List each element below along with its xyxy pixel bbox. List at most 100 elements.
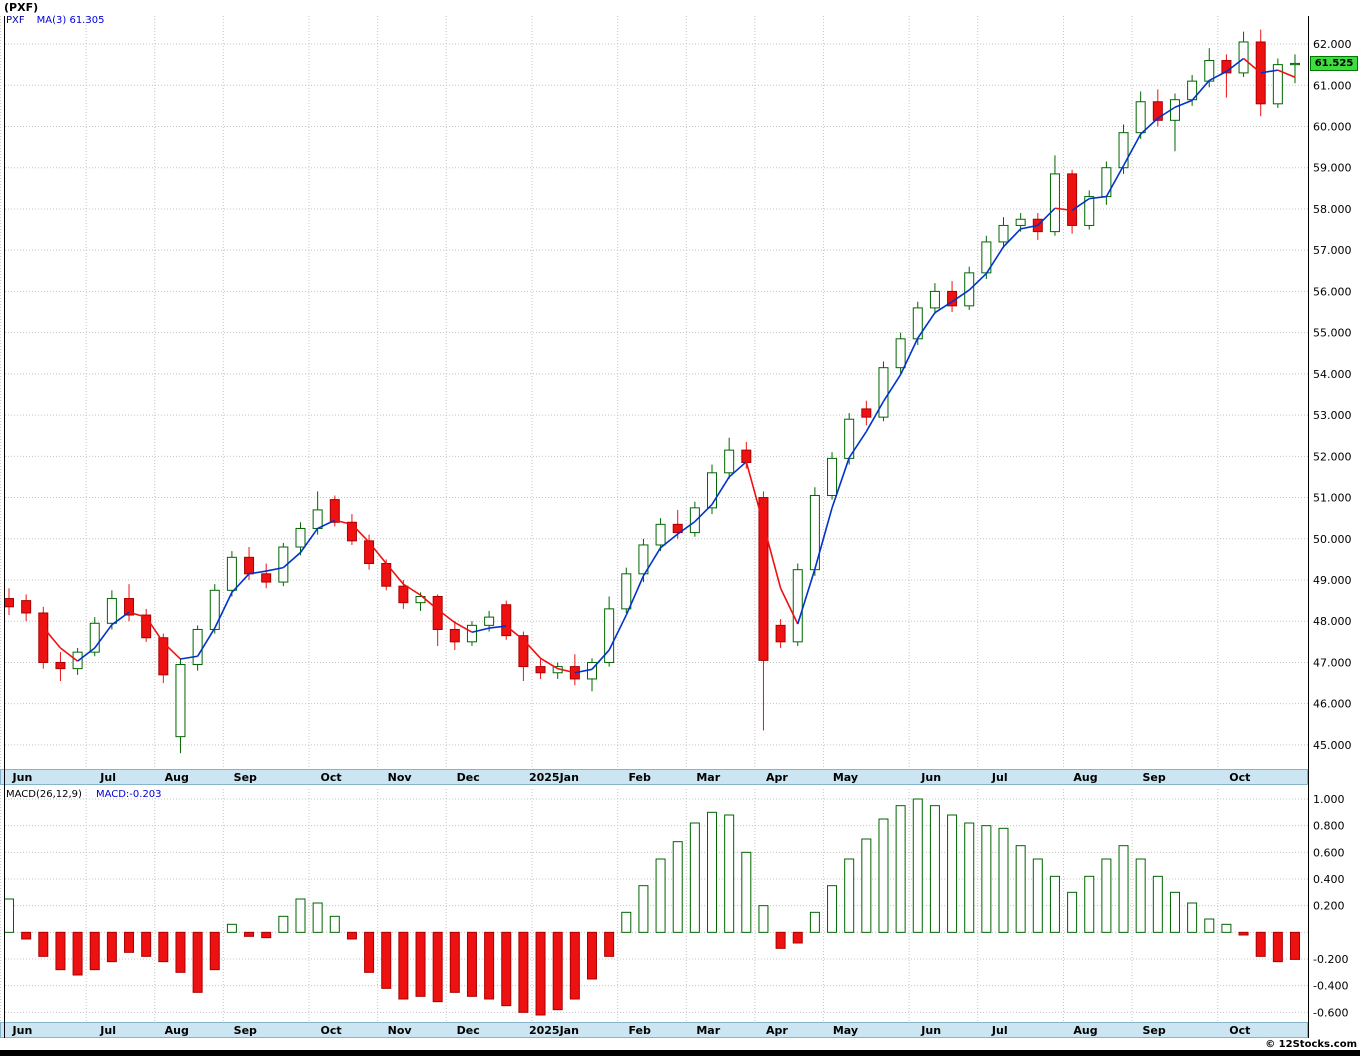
x-axis-band	[0, 769, 1308, 785]
candle-body	[484, 616, 495, 626]
svg-text:48.000: 48.000	[1313, 615, 1352, 628]
macd-bar	[827, 885, 838, 933]
candle-body	[244, 556, 255, 575]
macd-bar	[124, 931, 135, 953]
macd-bar	[278, 915, 289, 933]
svg-text:0.600: 0.600	[1313, 846, 1345, 859]
candle-body	[346, 521, 357, 542]
svg-text:-0.200: -0.200	[1313, 953, 1348, 966]
macd-bar	[1152, 875, 1163, 933]
macd-bar	[244, 931, 255, 937]
svg-text:-0.600: -0.600	[1313, 1006, 1348, 1019]
candle-body	[895, 338, 906, 369]
candle-body	[792, 569, 803, 643]
svg-text:Mar: Mar	[696, 1024, 720, 1037]
macd-bar	[1204, 918, 1215, 933]
svg-text:Feb: Feb	[628, 771, 651, 784]
svg-text:Apr: Apr	[766, 771, 788, 784]
candle-body	[604, 608, 615, 663]
macd-bar	[1032, 858, 1043, 933]
x-axis-labels: Jun Jun Jul Jul Aug Aug Sep Sep Oct Oct Nov Nov Dec D…	[12, 771, 1251, 1037]
last-price-badge: 61.525	[1310, 56, 1358, 71]
candle-body	[55, 661, 66, 670]
svg-text:Sep: Sep	[234, 1024, 257, 1037]
macd-bar	[364, 931, 375, 973]
svg-text:Jun: Jun	[920, 771, 941, 784]
svg-text:Mar: Mar	[696, 771, 720, 784]
svg-text:Sep: Sep	[1142, 771, 1165, 784]
x-axis-band	[0, 1022, 1308, 1038]
macd-bar	[415, 931, 426, 997]
svg-text:59.000: 59.000	[1313, 162, 1352, 175]
candle-body	[364, 540, 375, 565]
macd-bar	[586, 931, 597, 980]
svg-text:Sep: Sep	[1142, 1024, 1165, 1037]
macd-bar	[621, 911, 632, 933]
svg-text:58.000: 58.000	[1313, 203, 1352, 216]
svg-text:Feb: Feb	[628, 1024, 651, 1037]
candle-body	[929, 290, 940, 309]
candle-body	[329, 499, 340, 523]
svg-text:May: May	[833, 1024, 858, 1037]
macd-bar	[981, 825, 992, 933]
svg-text:47.000: 47.000	[1313, 656, 1352, 669]
svg-text:56.000: 56.000	[1313, 285, 1352, 298]
svg-text:0.800: 0.800	[1313, 820, 1345, 833]
macd-bar	[106, 931, 117, 963]
macd-bar	[226, 923, 237, 933]
macd-bar	[741, 851, 752, 933]
ma-legend-label: MA(3) 61.305	[36, 15, 105, 26]
svg-text:Jul: Jul	[99, 771, 116, 784]
svg-text:Oct: Oct	[320, 1024, 341, 1037]
svg-text:2025Jan: 2025Jan	[529, 771, 579, 784]
symbol-label: PXF	[6, 15, 25, 26]
macd-bar	[1255, 931, 1266, 957]
svg-text:54.000: 54.000	[1313, 368, 1352, 381]
macd-bar	[4, 898, 14, 933]
candle-body	[741, 449, 752, 464]
candle-body	[209, 589, 220, 630]
macd-bar	[501, 931, 512, 1007]
macd-bar	[1015, 845, 1026, 933]
candle-body	[998, 224, 1009, 243]
footer-bar	[0, 1050, 1360, 1056]
candle-body	[124, 598, 135, 616]
svg-text:61.000: 61.000	[1313, 79, 1352, 92]
svg-text:Jul: Jul	[991, 1024, 1008, 1037]
candle-body	[655, 523, 666, 546]
macd-bar	[295, 898, 306, 933]
svg-text:0.400: 0.400	[1313, 873, 1345, 886]
candle-body	[501, 604, 512, 637]
y-axis-labels: 62.000 61.000 60.000 59.000 58.000 57.000 56.0…	[1313, 38, 1352, 1019]
svg-text:Oct: Oct	[1229, 771, 1250, 784]
macd-bar	[329, 915, 340, 933]
macd-bar	[89, 931, 100, 971]
svg-text:Dec: Dec	[457, 1024, 480, 1037]
svg-text:Jun: Jun	[12, 1024, 33, 1037]
svg-text:Sep: Sep	[234, 771, 257, 784]
macd-bar	[707, 811, 718, 933]
candle-body	[1015, 218, 1026, 226]
candle-body	[1067, 173, 1078, 226]
macd-bar	[1169, 891, 1180, 933]
svg-text:Jul: Jul	[99, 1024, 116, 1037]
macd-bar	[38, 931, 49, 957]
svg-text:Nov: Nov	[388, 1024, 413, 1037]
macd-bar	[929, 805, 940, 933]
candle-body	[1135, 101, 1146, 134]
svg-text:50.000: 50.000	[1313, 533, 1352, 546]
macd-bar	[1067, 891, 1078, 933]
macd-bar	[1084, 875, 1095, 933]
candle-body	[175, 664, 186, 738]
candle-body	[689, 507, 700, 534]
macd-bar	[1238, 931, 1249, 936]
macd-bar	[192, 931, 203, 993]
macd-bar	[398, 931, 409, 1000]
candle-body	[1290, 62, 1300, 66]
candle-body	[878, 367, 889, 418]
svg-text:45.000: 45.000	[1313, 739, 1352, 752]
macd-bar	[655, 858, 666, 933]
svg-text:53.000: 53.000	[1313, 409, 1352, 422]
candle-body	[141, 614, 152, 639]
